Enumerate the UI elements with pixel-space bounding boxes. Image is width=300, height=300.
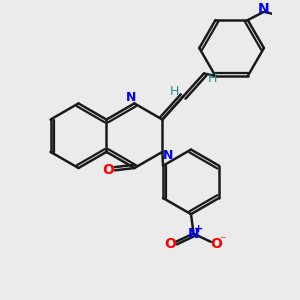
Text: H: H (208, 71, 217, 85)
Text: O: O (210, 237, 222, 251)
Text: O: O (103, 163, 115, 177)
Text: ⁻: ⁻ (220, 234, 226, 247)
Text: O: O (164, 237, 176, 251)
Text: +: + (194, 224, 203, 234)
Text: H: H (170, 85, 179, 98)
Text: N: N (163, 149, 174, 162)
Text: N: N (188, 226, 199, 241)
Text: N: N (125, 91, 136, 104)
Text: N: N (258, 2, 270, 16)
